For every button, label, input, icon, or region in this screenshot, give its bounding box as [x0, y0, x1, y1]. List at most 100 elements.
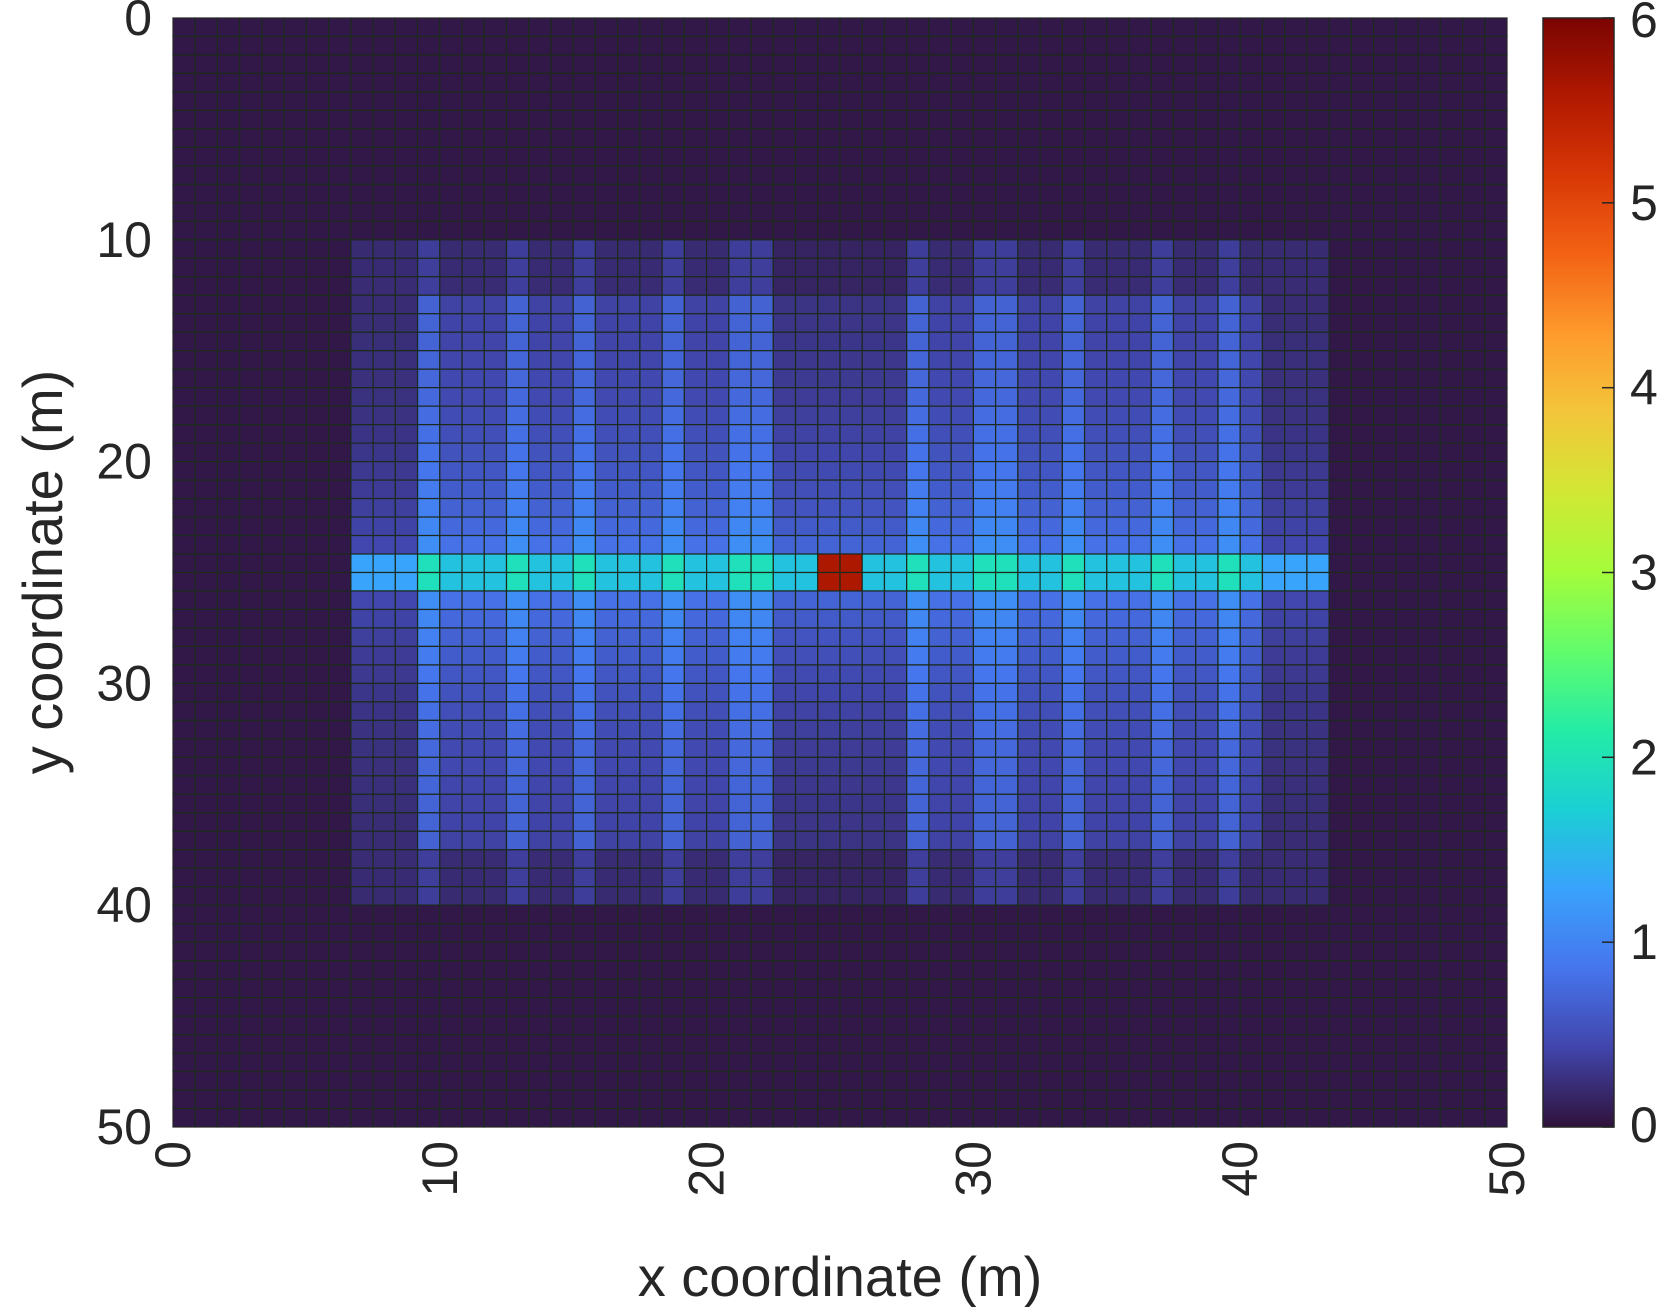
- heatmap-cell: [928, 165, 952, 185]
- heatmap-cell: [1083, 775, 1108, 795]
- heatmap-cell: [617, 350, 641, 370]
- heatmap-cell: [239, 128, 263, 148]
- heatmap-cell: [728, 146, 752, 167]
- heatmap-cell: [572, 220, 597, 241]
- heatmap-cell: [550, 146, 574, 167]
- heatmap-cell: [1395, 756, 1419, 777]
- heatmap-cell: [328, 571, 352, 592]
- heatmap-cell: [705, 331, 730, 352]
- x-axis-label: x coordinate (m): [638, 1245, 1043, 1307]
- heatmap-cell: [1039, 368, 1063, 389]
- heatmap-cell: [617, 867, 641, 888]
- heatmap-cell: [772, 978, 797, 999]
- heatmap-cell: [1306, 479, 1330, 500]
- heatmap-cell: [1128, 627, 1152, 648]
- heatmap-cell: [261, 867, 285, 888]
- heatmap-cell: [817, 978, 841, 999]
- heatmap-cell: [839, 461, 863, 481]
- heatmap-cell: [350, 239, 374, 259]
- heatmap-cell: [928, 405, 952, 426]
- heatmap-cell: [861, 35, 886, 56]
- heatmap-cell: [1372, 1052, 1397, 1073]
- heatmap-cell: [839, 701, 863, 721]
- heatmap-cell: [950, 534, 974, 555]
- heatmap-cell: [1417, 830, 1441, 851]
- heatmap-cell: [1328, 294, 1352, 315]
- heatmap-cell: [972, 1033, 997, 1054]
- heatmap-cell: [1017, 1089, 1041, 1110]
- heatmap-cell: [1217, 904, 1241, 925]
- heatmap-cell: [1484, 608, 1508, 629]
- heatmap-cell: [1439, 719, 1464, 740]
- heatmap-cell: [794, 534, 819, 555]
- heatmap-cell: [1306, 516, 1330, 537]
- heatmap-cell: [1261, 350, 1286, 370]
- heatmap-cell: [416, 183, 441, 204]
- heatmap-cell: [1372, 424, 1397, 444]
- heatmap-cell: [1217, 534, 1241, 555]
- heatmap-cell: [505, 479, 530, 500]
- heatmap-cell: [1417, 923, 1441, 943]
- heatmap-cell: [772, 368, 797, 389]
- heatmap-cell: [772, 1089, 797, 1110]
- heatmap-cell: [1128, 978, 1152, 999]
- heatmap-cell: [1061, 645, 1086, 666]
- heatmap-cell: [928, 239, 952, 259]
- heatmap-cell: [728, 867, 752, 888]
- heatmap-cell: [972, 165, 997, 185]
- heatmap-cell: [394, 146, 419, 167]
- heatmap-cell: [1083, 719, 1108, 740]
- heatmap-cell: [1306, 183, 1330, 204]
- heatmap-cell: [839, 257, 863, 278]
- heatmap-cell: [1017, 719, 1041, 740]
- heatmap-cell: [1106, 978, 1130, 999]
- heatmap-cell: [172, 867, 196, 888]
- heatmap-cell: [705, 368, 730, 389]
- heatmap-cell: [172, 756, 196, 777]
- heatmap-cell: [394, 350, 419, 370]
- heatmap-cell: [883, 904, 908, 925]
- heatmap-cell: [995, 701, 1019, 721]
- heatmap-cell: [372, 886, 396, 906]
- heatmap-cell: [839, 534, 863, 555]
- heatmap-cell: [661, 793, 685, 814]
- heatmap-cell: [661, 424, 685, 444]
- heatmap-cell: [883, 627, 908, 648]
- heatmap-cell: [617, 220, 641, 241]
- heatmap-cell: [883, 701, 908, 721]
- heatmap-cell: [172, 978, 196, 999]
- heatmap-cell: [1083, 1107, 1108, 1128]
- heatmap-cell: [1039, 1033, 1063, 1054]
- heatmap-cell: [1039, 1070, 1063, 1091]
- heatmap-cell: [1172, 516, 1197, 537]
- heatmap-cell: [995, 664, 1019, 684]
- heatmap-cell: [1217, 719, 1241, 740]
- heatmap-cell: [1461, 645, 1486, 666]
- heatmap-cell: [1239, 405, 1264, 426]
- heatmap-cell: [416, 941, 441, 962]
- heatmap-cell: [1017, 17, 1041, 38]
- heatmap-cell: [728, 571, 752, 592]
- heatmap-cell: [394, 35, 419, 56]
- heatmap-cell: [817, 571, 841, 592]
- heatmap-cell: [1395, 202, 1419, 222]
- heatmap-cell: [416, 257, 441, 278]
- heatmap-cell: [461, 54, 485, 75]
- heatmap-cell: [1484, 978, 1508, 999]
- heatmap-cell: [883, 294, 908, 315]
- heatmap-cell: [1061, 91, 1086, 112]
- heatmap-cell: [1350, 719, 1375, 740]
- heatmap-cell: [1195, 146, 1219, 167]
- heatmap-cell: [1128, 867, 1152, 888]
- heatmap-cell: [572, 719, 597, 740]
- heatmap-cell: [1395, 812, 1419, 832]
- heatmap-cell: [1172, 294, 1197, 315]
- heatmap-cell: [972, 941, 997, 962]
- heatmap-cell: [283, 461, 308, 481]
- heatmap-cell: [1239, 424, 1264, 444]
- heatmap-cell: [1461, 923, 1486, 943]
- heatmap-cell: [1017, 849, 1041, 869]
- heatmap-cell: [283, 682, 308, 703]
- heatmap-cell: [728, 1033, 752, 1054]
- heatmap-cell: [461, 405, 485, 426]
